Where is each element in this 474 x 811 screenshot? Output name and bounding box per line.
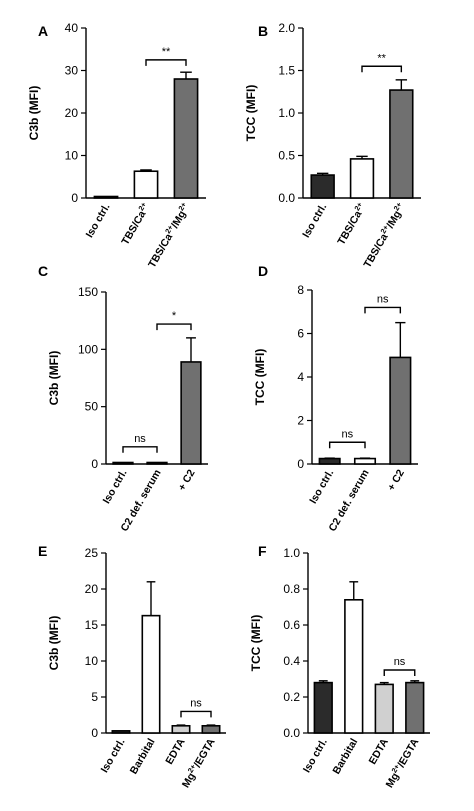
panel-d-y-tick-label: 6 bbox=[297, 327, 304, 341]
panel-a-x-tick-label: Iso ctrl. bbox=[84, 201, 113, 239]
panel-f-x-tick-label: Iso ctrl. bbox=[301, 736, 330, 774]
panel-f-x-tick-label: EDTA bbox=[367, 736, 392, 766]
panel-c-y-tick-label: 50 bbox=[85, 400, 99, 414]
panel-c-bar bbox=[146, 461, 168, 465]
panel-e-significance-bracket bbox=[180, 710, 212, 718]
panel-d-significance-bracket bbox=[364, 306, 402, 314]
panel-a-significance-label: ** bbox=[162, 46, 171, 58]
panel-c-x-tick-label: + C2 bbox=[176, 467, 198, 493]
panel-f-bar bbox=[374, 683, 394, 734]
panel-a-y-tick-label: 30 bbox=[65, 64, 79, 78]
panel-d-y-tick-label: 4 bbox=[297, 370, 304, 384]
panel-c-significance-label: ns bbox=[134, 433, 146, 445]
panel-b-bar bbox=[310, 174, 335, 199]
panel-f-y-tick-label: 0.4 bbox=[283, 654, 300, 668]
panel-d-x-tick-label: Iso ctrl. bbox=[307, 467, 336, 505]
panel-c-bar bbox=[180, 361, 202, 465]
panel-c-y-axis-label: C3b (MFI) bbox=[47, 351, 61, 406]
panel-a-x-tick-label: TBS/Ca2+/Mg2+ bbox=[144, 200, 193, 270]
panel-b-x-tick-label: TBS/Ca2+/Mg2+ bbox=[359, 200, 408, 270]
panel-b-x-tick-label: Iso ctrl. bbox=[300, 201, 329, 239]
panel-b-y-tick-label: 2.0 bbox=[278, 21, 295, 35]
panel-d-bar bbox=[389, 356, 412, 465]
panel-d-x-tick-label: + C2 bbox=[385, 467, 407, 493]
panel-c-significance-bracket bbox=[156, 323, 192, 331]
panel-e-bar bbox=[141, 614, 161, 734]
panel-c-letter: C bbox=[38, 263, 48, 279]
panel-a-y-tick-label: 10 bbox=[65, 149, 79, 163]
panel-c-y-tick-label: 100 bbox=[78, 342, 98, 356]
panel-f-bar bbox=[313, 681, 333, 734]
panel-e-bar bbox=[171, 724, 191, 734]
panel-d-y-tick-label: 0 bbox=[297, 457, 304, 471]
panel-c-y-tick-label: 0 bbox=[91, 457, 98, 471]
panel-e-x-tick-label: Iso ctrl. bbox=[99, 736, 128, 774]
panel-c-y-tick-label: 150 bbox=[78, 285, 98, 299]
panel-f-bar bbox=[405, 681, 425, 734]
panel-a-significance-bracket bbox=[145, 59, 187, 66]
panel-a-y-tick-label: 40 bbox=[65, 21, 79, 35]
panel-c-x-tick-label: Iso ctrl. bbox=[101, 467, 130, 505]
panel-b-significance-label: ** bbox=[377, 52, 386, 64]
panel-d-letter: D bbox=[258, 263, 268, 279]
panel-f-significance-bracket bbox=[383, 669, 416, 676]
panel-b-y-tick-label: 0.5 bbox=[278, 149, 295, 163]
panel-e-bar bbox=[111, 730, 131, 734]
panel-b-bar bbox=[349, 158, 375, 199]
panel-d-y-axis-label: TCC (MFI) bbox=[253, 349, 267, 406]
panel-a-y-axis-label: C3b (MFI) bbox=[27, 86, 41, 141]
panel-f-y-tick-label: 0.6 bbox=[283, 618, 300, 632]
panel-e-y-tick-label: 5 bbox=[91, 690, 98, 704]
panel-e-x-tick-label: EDTA bbox=[163, 736, 188, 766]
panel-d-bar bbox=[353, 457, 377, 465]
panel-f-y-tick-label: 0.2 bbox=[283, 690, 300, 704]
panel-a-y-tick-label: 20 bbox=[65, 106, 79, 120]
panel-e-y-tick-label: 20 bbox=[85, 582, 99, 596]
panel-a-y-tick-label: 0 bbox=[71, 191, 78, 205]
panel-e-y-tick-label: 0 bbox=[91, 726, 98, 740]
panel-b-significance-bracket bbox=[361, 65, 403, 73]
panel-a-bar bbox=[133, 170, 159, 199]
panel-e-y-tick-label: 25 bbox=[85, 546, 99, 560]
panel-b-y-axis-label: TCC (MFI) bbox=[244, 85, 258, 142]
panel-a-letter: A bbox=[38, 23, 48, 39]
panel-e-significance-label: ns bbox=[190, 697, 202, 709]
panel-f-letter: F bbox=[258, 543, 267, 559]
panel-d-y-tick-label: 8 bbox=[297, 283, 304, 297]
panel-b-letter: B bbox=[258, 23, 268, 39]
panel-b-bar bbox=[389, 89, 414, 199]
panel-e-y-tick-label: 10 bbox=[85, 654, 99, 668]
panel-f-y-tick-label: 1.0 bbox=[283, 546, 300, 560]
panel-e-x-tick-label: Barbital bbox=[128, 736, 158, 776]
panel-f-y-tick-label: 0.8 bbox=[283, 582, 300, 596]
panel-f-x-tick-label: Barbital bbox=[330, 736, 360, 776]
panel-e-letter: E bbox=[38, 543, 47, 559]
panel-c-bar bbox=[112, 461, 134, 465]
panel-b-x-tick-label: TBS/Ca2+ bbox=[333, 200, 368, 247]
panel-a-bar bbox=[93, 195, 119, 199]
panel-f-bar bbox=[344, 598, 364, 734]
panel-e-y-tick-label: 15 bbox=[85, 618, 99, 632]
panel-a-x-tick-label: TBS/Ca2+ bbox=[117, 200, 152, 247]
panel-b-y-tick-label: 0.0 bbox=[278, 191, 295, 205]
panel-f-y-tick-label: 0.0 bbox=[283, 726, 300, 740]
panel-b-y-tick-label: 1.5 bbox=[278, 64, 295, 78]
panel-d-significance-bracket bbox=[328, 441, 366, 449]
panel-b-y-tick-label: 1.0 bbox=[278, 106, 295, 120]
panel-a-bar bbox=[173, 78, 199, 199]
panel-d-significance-label: ns bbox=[342, 428, 354, 440]
panel-d-significance-label: ns bbox=[377, 293, 389, 305]
panel-f-significance-label: ns bbox=[394, 656, 406, 668]
panel-e-bar bbox=[201, 724, 221, 734]
panel-c-significance-label: * bbox=[172, 310, 177, 322]
panel-d-y-tick-label: 2 bbox=[297, 414, 304, 428]
panel-d-bar bbox=[318, 457, 341, 465]
panel-e-y-axis-label: C3b (MFI) bbox=[47, 616, 61, 671]
panel-f-y-axis-label: TCC (MFI) bbox=[249, 615, 263, 672]
panel-c-significance-bracket bbox=[122, 446, 158, 453]
